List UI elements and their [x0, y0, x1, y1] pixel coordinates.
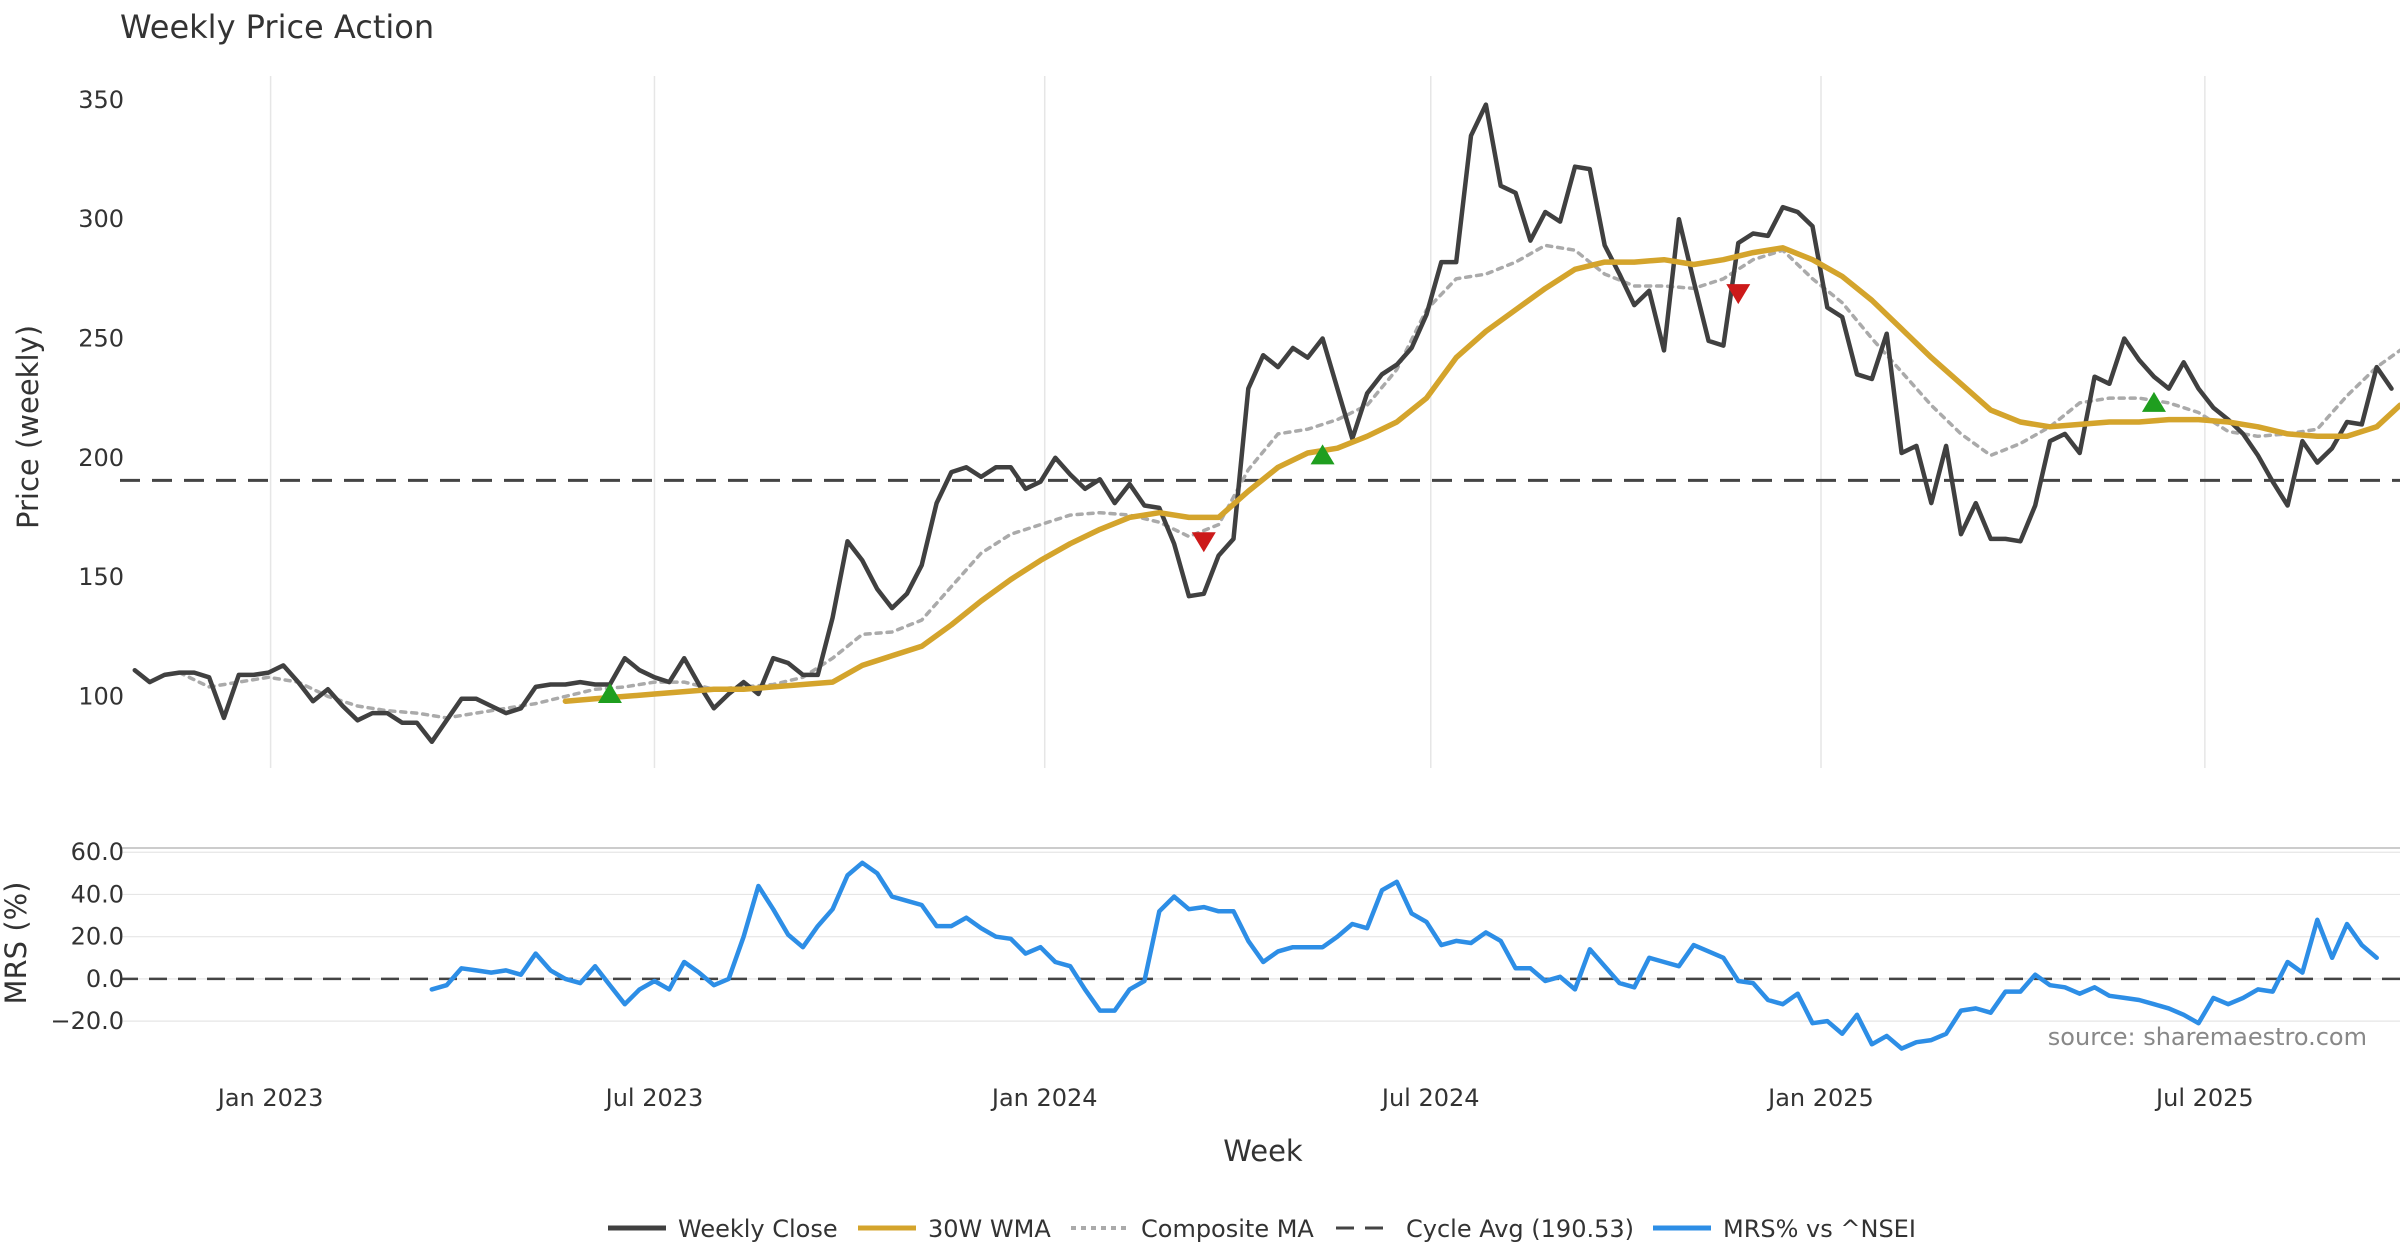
price-y-tick-label: 350 [78, 86, 124, 114]
x-tick-label: Jan 2025 [1766, 1084, 1874, 1112]
price-y-tick-label: 300 [78, 205, 124, 233]
sell-signal-marker [1726, 284, 1751, 305]
weekly-close-line [132, 102, 2394, 745]
x-tick-label: Jul 2024 [1380, 1084, 1480, 1112]
mrs-plot [120, 860, 2400, 1051]
x-tick-label: Jan 2023 [216, 1084, 324, 1112]
legend-label-close: Weekly Close [678, 1215, 838, 1243]
mrs-grid [120, 851, 2400, 1022]
legend-label-cycle: Cycle Avg (190.53) [1406, 1215, 1634, 1243]
sell-signal-marker [1191, 532, 1216, 553]
legend-label-mrs: MRS% vs ^NSEI [1723, 1215, 1916, 1243]
price-axis-title: Price (weekly) [11, 325, 45, 529]
mrs-line [429, 860, 2379, 1051]
price-y-tick-label: 200 [78, 444, 124, 472]
legend-label-wma: 30W WMA [928, 1215, 1051, 1243]
price-y-tick-label: 250 [78, 324, 124, 352]
buy-signal-marker [597, 683, 622, 704]
buy-signal-marker [1310, 444, 1335, 465]
x-axis-title: Week [1223, 1134, 1303, 1168]
composite-ma-line [177, 243, 2400, 720]
legend: Weekly Close 30W WMA Composite MA Cycle Avg… [608, 1215, 1916, 1243]
price-plot [120, 102, 2400, 745]
x-tick-label: Jul 2025 [2154, 1084, 2254, 1112]
mrs-y-tick-label: −20.0 [50, 1007, 124, 1035]
price-y-tick-label: 100 [78, 682, 124, 710]
chart-title: Weekly Price Action [120, 8, 434, 46]
wma-30w-line [562, 245, 2400, 704]
mrs-axis-title: MRS (%) [0, 882, 33, 1005]
mrs-y-tick-label: 0.0 [86, 965, 124, 993]
legend-label-composite: Composite MA [1141, 1215, 1314, 1243]
mrs-y-tick-label: 20.0 [71, 923, 124, 951]
price-y-tick-label: 150 [78, 563, 124, 591]
mrs-y-tick-label: 40.0 [71, 880, 124, 908]
source-note: source: sharemaestro.com [2048, 1023, 2367, 1051]
x-tick-label: Jul 2023 [604, 1084, 704, 1112]
mrs-y-tick-label: 60.0 [71, 838, 124, 866]
x-tick-label: Jan 2024 [990, 1084, 1098, 1112]
buy-signal-marker [2141, 391, 2166, 412]
price-grid [269, 76, 2206, 768]
